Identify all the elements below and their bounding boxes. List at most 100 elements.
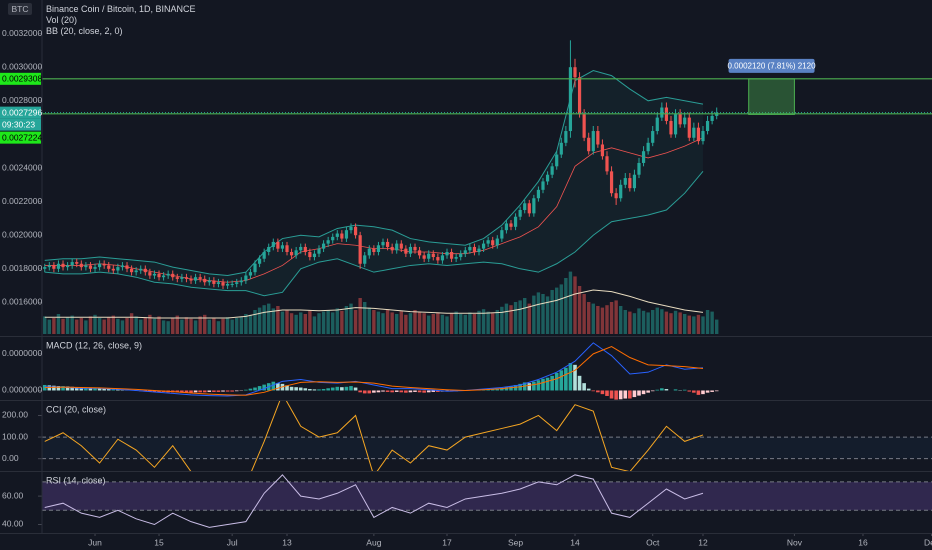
candle-body	[541, 181, 545, 190]
histogram-bar	[436, 390, 440, 392]
histogram-bar	[490, 389, 495, 391]
histogram-bar	[710, 390, 714, 392]
volume-bar	[180, 319, 184, 334]
volume-bar	[239, 316, 244, 334]
volume-bar	[422, 313, 426, 334]
candle-body	[294, 250, 298, 256]
histogram-bar	[600, 390, 605, 395]
volume-bar	[408, 313, 413, 334]
histogram-bar	[660, 388, 664, 391]
back-layer	[38, 33, 932, 536]
candle-body	[198, 277, 202, 279]
chart-title[interactable]: Binance Coin / Bitcoin, 1D, BINANCE	[46, 4, 196, 14]
candle-body	[120, 265, 125, 268]
indicator-title[interactable]: MACD (12, 26, close, 9)	[46, 340, 142, 350]
candle-body	[317, 248, 321, 254]
candle-body	[518, 210, 522, 217]
histogram-bar	[56, 386, 61, 391]
candle-body	[289, 252, 294, 256]
volume-bar	[628, 311, 632, 334]
candle-body	[449, 252, 454, 259]
candle-body	[267, 246, 271, 252]
measure-label-box	[728, 58, 815, 73]
indicator-title[interactable]: RSI (14, close)	[46, 475, 106, 485]
candle-body	[582, 114, 586, 138]
candle-body	[399, 243, 403, 249]
candle-body	[299, 246, 303, 251]
volume-bar	[244, 314, 248, 334]
candle-body	[216, 282, 221, 284]
candle-body	[605, 156, 609, 172]
histogram-bar	[221, 390, 225, 392]
histogram-bar	[148, 390, 152, 392]
volume-bar	[125, 318, 129, 334]
candle-body	[513, 216, 518, 227]
volume-bar	[143, 317, 148, 334]
candle-body	[88, 265, 93, 269]
candle-body	[303, 246, 307, 252]
candle-body	[491, 240, 495, 246]
histogram-bar	[358, 390, 362, 393]
volume-bar	[459, 314, 463, 334]
candle-body	[559, 142, 563, 155]
y-tick-label: 0.0028000	[2, 95, 42, 105]
indicator-line	[44, 342, 704, 397]
volume-bar	[664, 311, 669, 334]
candle-body	[454, 257, 458, 259]
histogram-bar	[349, 386, 353, 391]
symbol-badge-box[interactable]	[8, 3, 32, 15]
volume-bar	[116, 318, 120, 334]
candle-body	[134, 270, 138, 273]
candle-body	[308, 252, 312, 258]
indicator-line	[44, 401, 704, 471]
indicator-title[interactable]: Vol (20)	[46, 15, 77, 25]
indicator-title[interactable]: BB (20, close, 2, 0)	[46, 26, 123, 36]
volume-bar	[285, 310, 289, 334]
histogram-bar	[628, 390, 632, 399]
volume-bar	[88, 316, 93, 334]
candle-body	[568, 67, 573, 132]
volume-bar	[559, 284, 563, 334]
candle-body	[107, 265, 111, 269]
histogram-bar	[673, 389, 678, 391]
indicator-title[interactable]: CCI (20, close)	[46, 404, 106, 414]
candle-body	[175, 277, 179, 279]
volume-bar	[660, 309, 664, 334]
volume-bar	[701, 316, 705, 334]
histogram-bar	[605, 390, 609, 396]
histogram-bar	[52, 385, 56, 391]
symbol-badge[interactable]: BTC	[12, 4, 29, 14]
volume-bar	[344, 306, 349, 334]
histogram-bar	[390, 390, 394, 393]
volume-bar	[417, 311, 422, 334]
histogram-bar	[655, 389, 660, 391]
candle-body	[536, 189, 541, 199]
histogram-bar	[193, 390, 198, 393]
volume-bar	[427, 315, 431, 334]
histogram-bar	[431, 390, 436, 392]
histogram-bar	[577, 375, 582, 391]
histogram-bar	[614, 390, 618, 400]
indicator-line	[44, 345, 704, 396]
histogram-bar	[289, 386, 294, 391]
y-tick-label: 0.0024000	[2, 162, 42, 172]
candle-body	[600, 144, 605, 157]
candle-body	[189, 278, 193, 281]
measure-box	[748, 78, 795, 115]
candle-body	[340, 233, 344, 239]
candle-body	[641, 151, 646, 163]
y-tick-label: 0.0030000	[2, 61, 42, 71]
volume-bar	[445, 316, 449, 334]
volume-bar	[161, 320, 166, 334]
histogram-bar	[650, 390, 655, 392]
histogram-bar	[413, 390, 417, 392]
volume-bar	[641, 310, 646, 334]
volume-bar	[139, 319, 143, 334]
candle-body	[436, 257, 440, 261]
volume-bar	[582, 294, 586, 334]
volume-bar	[102, 319, 106, 334]
volume-bar	[655, 307, 659, 334]
histogram-bar	[312, 389, 317, 391]
band-upper	[44, 70, 704, 277]
